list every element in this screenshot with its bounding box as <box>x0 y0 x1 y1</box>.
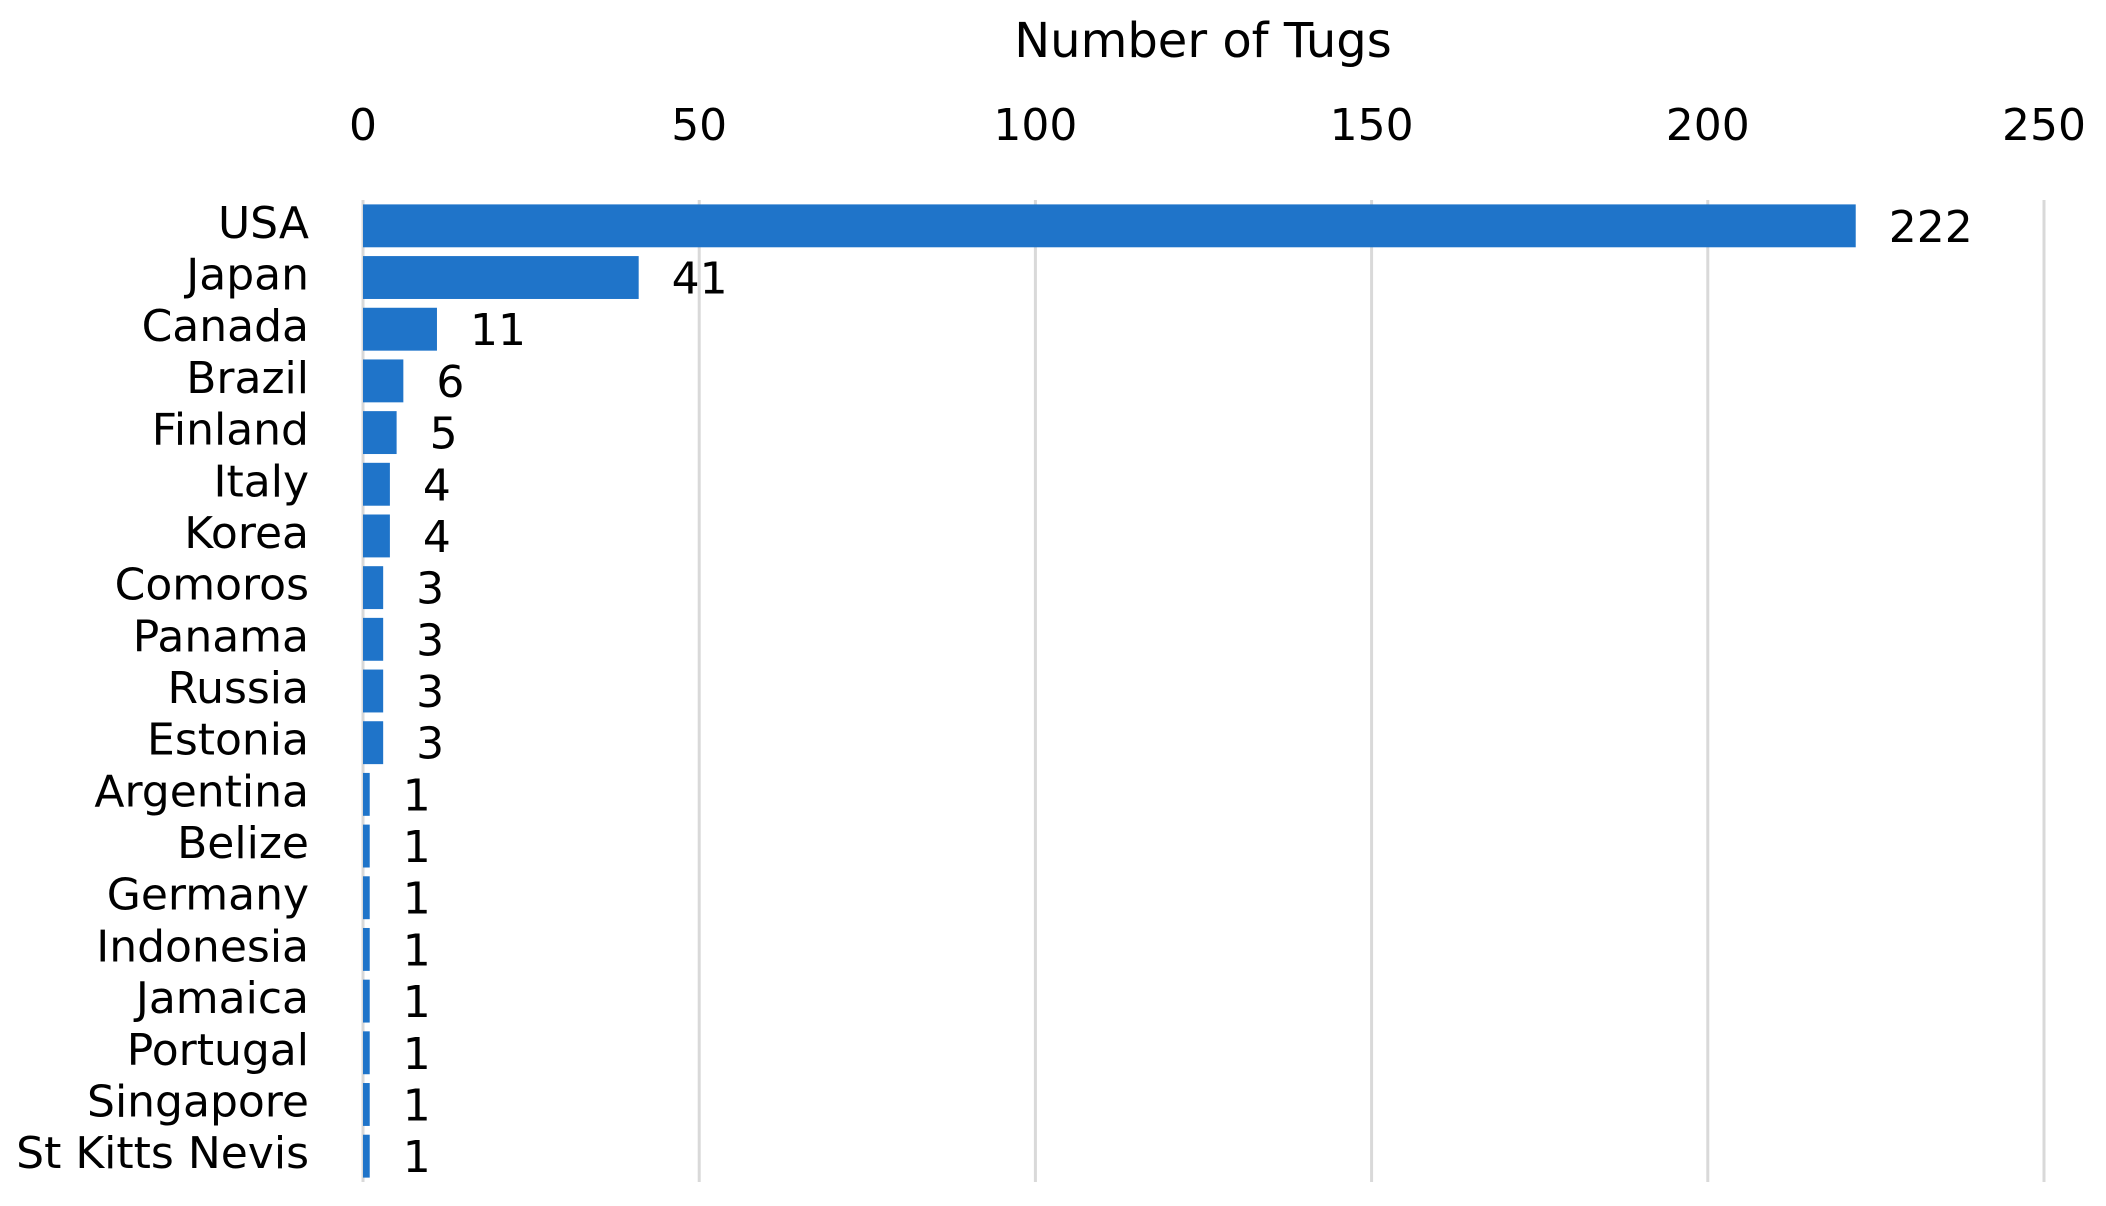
y-tick-label: Panama <box>133 611 309 662</box>
y-tick-label: Estonia <box>147 715 309 766</box>
x-axis-title: Number of Tugs <box>1014 13 1392 69</box>
y-tick-label: St Kitts Nevis <box>16 1128 309 1179</box>
bar <box>363 411 397 455</box>
data-label: 6 <box>436 357 464 408</box>
data-label: 4 <box>423 512 451 563</box>
bar <box>363 566 384 610</box>
x-tick-label: 200 <box>1666 100 1750 151</box>
data-label: 222 <box>1889 202 1973 253</box>
data-label: 1 <box>403 977 431 1028</box>
data-label: 1 <box>403 874 431 925</box>
bar <box>363 256 639 299</box>
y-tick-label: Italy <box>214 456 309 507</box>
data-label: 3 <box>416 667 444 718</box>
data-label: 3 <box>416 564 444 615</box>
bar <box>363 927 370 971</box>
bar <box>363 1083 370 1126</box>
data-label: 1 <box>403 822 431 873</box>
data-label: 4 <box>423 460 451 511</box>
data-label: 1 <box>403 1029 431 1080</box>
data-label: 1 <box>403 1080 431 1131</box>
bar <box>363 617 384 661</box>
bar <box>363 307 437 351</box>
bar <box>363 1031 370 1075</box>
data-label: 11 <box>470 305 526 356</box>
data-label: 3 <box>416 719 444 770</box>
y-tick-label: Korea <box>184 508 309 559</box>
y-tick-label: Canada <box>142 301 309 352</box>
x-tick-label: 50 <box>671 100 727 151</box>
data-label: 1 <box>403 925 431 976</box>
bar <box>363 514 390 558</box>
y-tick-label: Brazil <box>186 353 309 404</box>
x-tick-label: 0 <box>349 100 377 151</box>
y-tick-label: Comoros <box>115 560 309 611</box>
y-tick-label: Singapore <box>87 1076 309 1127</box>
y-tick-label: Finland <box>152 405 309 456</box>
y-tick-label: Portugal <box>127 1025 309 1076</box>
bar <box>363 721 384 765</box>
x-tick-label: 150 <box>1330 100 1414 151</box>
y-tick-label: USA <box>218 198 309 249</box>
bar <box>363 669 384 713</box>
bar <box>363 876 370 920</box>
data-label: 41 <box>672 254 728 305</box>
y-tick-label: Germany <box>107 870 309 921</box>
bar <box>363 772 370 816</box>
y-tick-label: Japan <box>183 250 309 301</box>
data-label: 1 <box>403 770 431 821</box>
y-tick-label: Jamaica <box>133 973 309 1024</box>
bar <box>363 824 370 868</box>
bar <box>363 359 404 403</box>
data-label: 1 <box>403 1132 431 1183</box>
data-label: 3 <box>416 615 444 666</box>
y-tick-label: Russia <box>167 663 309 714</box>
bar <box>363 204 1856 248</box>
y-tick-label: Argentina <box>94 766 309 817</box>
y-tick-label: Belize <box>177 818 309 869</box>
y-tick-label: Indonesia <box>96 921 309 972</box>
bar <box>363 462 390 506</box>
bar <box>363 1134 370 1178</box>
data-label: 5 <box>430 409 458 460</box>
x-tick-label: 250 <box>2002 100 2086 151</box>
bar <box>363 979 370 1023</box>
x-tick-label: 100 <box>993 100 1077 151</box>
